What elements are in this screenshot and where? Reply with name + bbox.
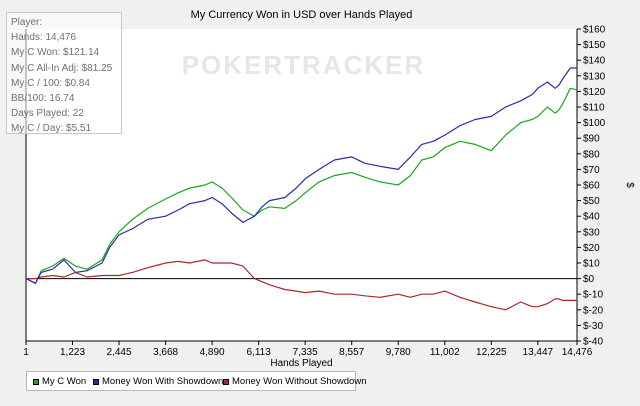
legend-item-without-showdown: Money Won Without Showdown [223,376,366,387]
y-tick-label: $130 [583,71,606,82]
y-tick-label: $-40 [583,337,603,348]
y-tick-label: $140 [583,56,606,67]
legend-label-with-showdown: Money Won With Showdown [102,376,224,387]
chart-legend: My C Won Money Won With Showdown Money W… [26,371,366,391]
stats-panel: Player: Hands: 14,476 My C Won: $121.14 … [6,12,122,134]
x-tick-label: 9,780 [386,347,411,358]
stats-per-day: My C / Day: $5.51 [11,123,92,135]
series-line-money-won-without-showdown [26,259,577,311]
x-axis-label: Hands Played [270,358,332,369]
x-tick-label: 13,447 [523,347,554,358]
y-tick-label: $120 [583,87,606,98]
y-tick-label: $100 [583,118,606,129]
x-tick-label: 4,890 [200,347,225,358]
chart-title: My Currency Won in USD over Hands Played [191,9,413,21]
stats-player: Player: [11,17,43,28]
y-tick-label: $160 [583,25,606,36]
stats-per-100: My C / 100: $0.84 [11,77,90,89]
series-line-money-won-with-showdown [25,67,577,284]
y-tick-label: $150 [583,40,606,51]
x-tick-label: 2,445 [107,347,132,358]
legend-swatch-my-c-won [33,378,39,385]
x-tick-label: 14,476 [562,347,593,358]
legend-label-without-showdown: Money Won Without Showdown [232,376,367,387]
stats-bb-100: BB/100: 16.74 [11,93,75,105]
y-tick-label: $30 [583,227,600,238]
series-line-my-c-won [25,87,578,284]
legend-swatch-without-showdown [223,378,229,385]
x-tick-label: 8,557 [339,347,364,358]
stats-hands: Hands: 14,476 [11,32,77,44]
y-axis-label: $ [624,182,635,188]
y-tick-label: $50 [583,196,600,207]
stats-allin-adj: My C All-In Adj: $81.25 [11,62,113,74]
y-tick-label: $20 [583,243,600,254]
y-tick-label: $70 [583,165,600,176]
y-tick-label: $80 [583,149,600,160]
x-tick-label: 11,002 [430,347,460,358]
y-tick-label: $0 [583,274,595,285]
y-tick-label: $40 [583,212,600,223]
legend-item-with-showdown: Money Won With Showdown [93,376,223,387]
y-tick-label: $-30 [583,321,603,332]
y-tick-label: $60 [583,181,600,192]
y-tick-label: $110 [583,103,605,114]
x-tick-label: 6,113 [247,347,272,358]
stats-won: My C Won: $121.14 [11,47,100,59]
stats-days-played: Days Played: 22 [11,108,84,120]
x-tick-label: 7,335 [293,347,318,358]
y-tick-label: $-20 [583,305,603,316]
watermark-text: POKERTRACKER [182,50,426,80]
legend-label-my-c-won: My C Won [42,376,87,387]
y-tick-label: $90 [583,134,600,145]
x-tick-label: 3,668 [153,347,178,358]
legend-swatch-with-showdown [93,378,99,385]
legend-item-my-c-won: My C Won [33,376,86,387]
x-tick-label: 12,225 [476,347,507,358]
y-tick-label: $10 [583,259,600,270]
y-tick-label: $-10 [583,290,603,301]
x-tick-label: 1,223 [60,347,85,358]
x-tick-label: 1 [23,347,29,358]
